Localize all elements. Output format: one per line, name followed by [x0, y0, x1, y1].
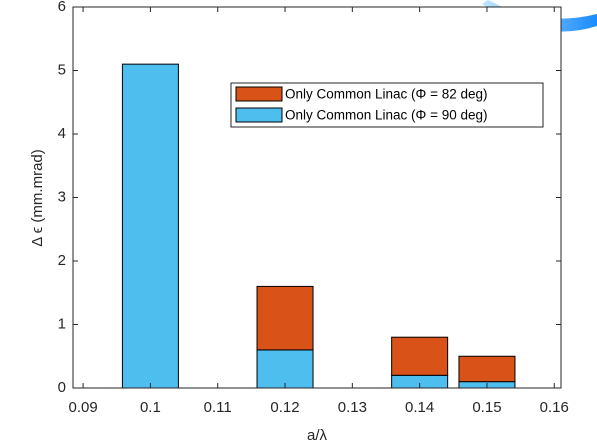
y-tick-label: 4 — [58, 125, 66, 142]
x-tick-label: 0.1 — [140, 399, 161, 416]
legend-box — [230, 82, 544, 128]
decoration — [482, 0, 597, 32]
x-tick-label: 0.15 — [472, 399, 501, 416]
legend-swatch — [235, 86, 283, 102]
y-tick-label: 2 — [58, 252, 66, 269]
x-axis-label: a/λ — [307, 427, 328, 444]
x-tick-label: 0.12 — [270, 399, 299, 416]
x-tick-label: 0.14 — [405, 399, 434, 416]
x-tick-label: 0.11 — [204, 399, 232, 416]
y-tick-label: 1 — [58, 315, 66, 332]
y-tick-label: 6 — [58, 0, 66, 15]
y-tick-label: 3 — [58, 188, 66, 205]
x-tick-label: 0.13 — [338, 399, 367, 416]
legend-label: Only Common Linac (Φ = 82 deg) — [285, 87, 488, 102]
bar-segment — [121, 63, 179, 389]
legend-label: Only Common Linac (Φ = 90 deg) — [285, 108, 488, 123]
y-tick-label: 5 — [58, 61, 66, 78]
y-axis-label: Δ ϵ (mm.mrad) — [29, 149, 46, 246]
y-tick-label: 0 — [58, 379, 66, 396]
bar-segment — [256, 285, 314, 351]
legend-swatch — [235, 107, 283, 123]
bar-segment — [458, 355, 516, 383]
x-tick-label: 0.16 — [540, 399, 569, 416]
bar-segment — [391, 336, 449, 376]
bar-segment — [256, 349, 314, 389]
x-tick-label: 0.09 — [68, 399, 97, 416]
